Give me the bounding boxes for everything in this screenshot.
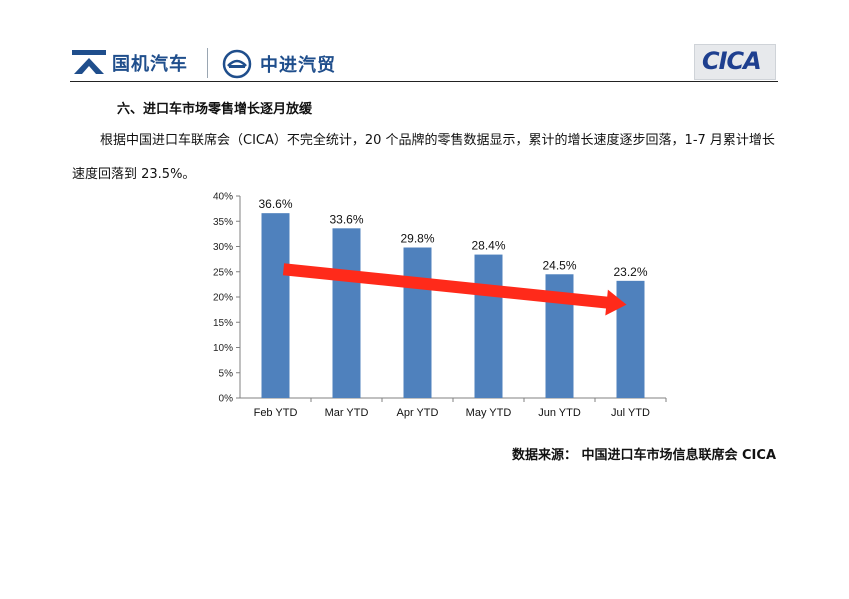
cica-logo-text: CICA [702, 47, 762, 75]
data-source: 数据来源： 中国进口车市场信息联席会 CICA [511, 448, 776, 463]
y-tick-label: 20% [213, 293, 233, 304]
x-tick-label: Feb YTD [254, 407, 298, 419]
cica-logo: CICA [694, 44, 776, 80]
bar [332, 228, 361, 398]
sinomach-name: 国机汽车 [112, 54, 188, 75]
sinomach-logo: 国机汽车 [72, 50, 188, 76]
data-label: 24.5% [542, 258, 576, 272]
section-title: 六、进口车市场零售增长逐月放缓 [117, 102, 313, 117]
x-tick-label: Mar YTD [325, 407, 369, 419]
y-tick-label: 0% [219, 394, 234, 405]
bar [261, 213, 290, 398]
header-rule [70, 81, 778, 82]
body-paragraph: 根据中国进口车联席会（CICA）不完全统计，20 个品牌的零售数据显示，累计的增… [72, 133, 775, 182]
zhongjin-icon [222, 49, 252, 79]
y-tick-label: 40% [213, 192, 233, 203]
bar [616, 280, 645, 398]
y-tick-label: 10% [213, 343, 233, 354]
x-tick-label: Apr YTD [397, 407, 439, 419]
data-label: 36.6% [258, 197, 292, 211]
page-header: 国机汽车 中进汽贸 CICA [0, 0, 849, 82]
data-label: 33.6% [329, 212, 363, 226]
data-label: 28.4% [471, 239, 505, 253]
zhongjin-logo: 中进汽贸 [222, 49, 336, 79]
chart-svg: 0% 5% 10% 15% 20% 25% 30% 35% 40% 36.6% Feb YTD 33.… [213, 192, 667, 419]
data-label: 23.2% [613, 265, 647, 279]
bar [474, 254, 503, 398]
data-label: 29.8% [400, 232, 434, 246]
bar [403, 247, 432, 398]
x-tick-label: Jul YTD [611, 407, 650, 419]
y-tick-label: 5% [219, 368, 234, 379]
y-tick-label: 35% [213, 217, 233, 228]
x-tick-label: Jun YTD [538, 407, 581, 419]
y-tick-label: 30% [213, 242, 233, 253]
zhongjin-name: 中进汽贸 [260, 55, 336, 76]
trend-arrow [282, 263, 627, 316]
x-tick-label: May YTD [466, 407, 512, 419]
retail-growth-chart: 0% 5% 10% 15% 20% 25% 30% 35% 40% 36.6% Feb YTD 33.… [200, 185, 670, 425]
logo-divider [207, 48, 208, 78]
y-tick-label: 15% [213, 318, 233, 329]
sinomach-icon [72, 50, 106, 74]
y-tick-label: 25% [213, 267, 233, 278]
